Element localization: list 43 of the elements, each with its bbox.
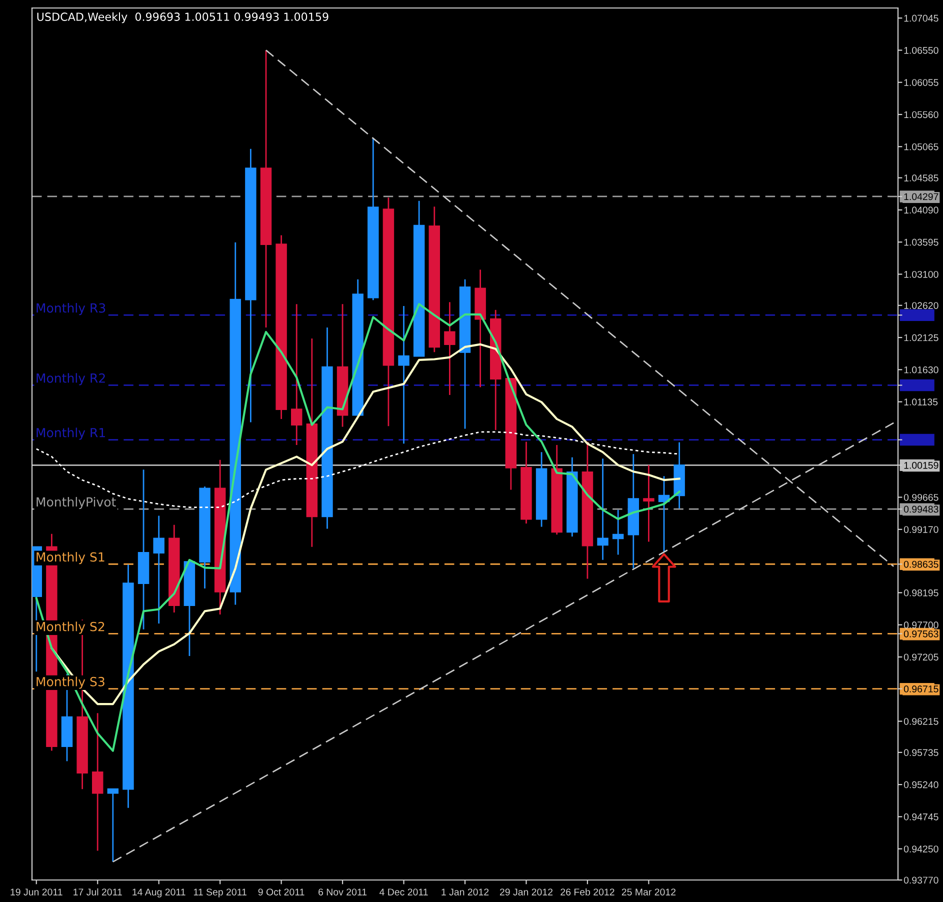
chart-title: USDCAD,Weekly 0.99693 1.00511 0.99493 1.00159 (37, 12, 328, 24)
ref-line-label: Monthly R1 (36, 428, 105, 440)
y-tick-label: 1.01135 (904, 398, 938, 406)
y-tick-label: 1.06055 (904, 79, 938, 86)
ref-line-label: MonthlyPivot (36, 496, 116, 510)
x-tick-label: 4 Dec 2011 (379, 888, 428, 896)
y-tick-label: 0.95735 (904, 749, 938, 756)
y-tick-label: 0.98195 (904, 589, 938, 596)
y-tick-label: 0.94745 (904, 813, 938, 820)
x-tick-label: 11 Sep 2011 (194, 888, 246, 898)
ref-line-label: Monthly S2 (36, 622, 104, 634)
x-tick-label: 19 Jun 2011 (10, 888, 62, 896)
y-tick-label: 1.01630 (904, 366, 938, 374)
y-tick-label: 1.06550 (904, 46, 938, 54)
y-tick-label: 1.05560 (904, 111, 938, 118)
y-tick-label: 0.96215 (904, 718, 938, 725)
x-tick-label: 25 Mar 2012 (622, 888, 676, 896)
x-tick-label: 6 Nov 2011 (318, 888, 367, 896)
y-tick-label: 1.02620 (904, 302, 938, 309)
ref-line-label: Monthly S1 (36, 552, 104, 564)
y-tick-label: 0.94250 (904, 846, 938, 852)
y-tick-label: 1.04090 (904, 206, 938, 214)
ref-line-label: Monthly R3 (36, 303, 106, 316)
y-tick-label: 1.07045 (904, 14, 938, 22)
ref-line-label: Monthly R2 (36, 373, 105, 386)
y-tick-label: 0.95240 (904, 781, 938, 788)
y-tick-label: 0.97700 (904, 622, 938, 628)
x-tick-label: 17 Jul 2011 (74, 888, 122, 896)
x-tick-label: 29 Jan 2012 (500, 888, 553, 896)
y-tick-label: 1.03595 (904, 238, 938, 246)
y-tick-label: 1.02125 (904, 334, 938, 342)
y-tick-label: 1.03100 (904, 270, 938, 278)
x-tick-label: 14 Aug 2011 (132, 888, 186, 898)
y-tick-label: 0.99665 (904, 494, 938, 501)
x-tick-label: 9 Oct 2011 (258, 888, 304, 896)
y-tick-label: 0.93770 (904, 876, 938, 884)
y-tick-label: 1.04585 (904, 174, 938, 182)
ref-line-label: Monthly S3 (36, 676, 104, 689)
y-tick-label: 1.05065 (904, 143, 938, 150)
y-tick-label: 0.97205 (904, 654, 938, 661)
y-tick-label: 0.99170 (904, 526, 938, 533)
x-tick-label: 1 Jan 2012 (442, 888, 489, 896)
x-tick-label: 26 Feb 2012 (560, 888, 614, 896)
